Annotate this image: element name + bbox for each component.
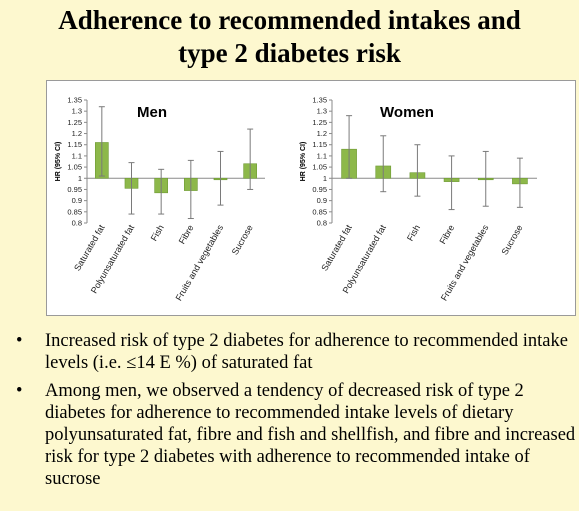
men-y-tick-label: 1.3 [72, 107, 82, 116]
women-y-tick-label: 1.35 [312, 96, 327, 105]
women-category-label-4: Fibre [437, 223, 456, 246]
men-y-tick-label: 0.9 [72, 196, 82, 205]
men-y-tick-label: 1.25 [67, 118, 82, 127]
bullet-dot-icon: • [16, 331, 23, 351]
men-y-tick-label: 1.1 [72, 151, 82, 160]
women-y-tick-label: 1.2 [317, 129, 327, 138]
men-y-tick-label: 1 [78, 174, 82, 183]
bullet-list: • Increased risk of type 2 diabetes for … [12, 330, 577, 496]
women-y-tick-label: 0.8 [317, 219, 327, 228]
bullet-text-2: Among men, we observed a tendency of dec… [45, 381, 576, 489]
men-y-tick-label: 0.95 [67, 185, 82, 194]
women-y-tick-label: 1.1 [317, 151, 327, 160]
women-y-tick-label: 1 [323, 174, 327, 183]
men-y-tick-label: 0.8 [72, 219, 82, 228]
men-category-label-3: Fish [149, 223, 166, 243]
men-y-tick-label: 1.2 [72, 129, 82, 138]
women-y-tick-label: 1.3 [317, 107, 327, 116]
women-y-tick-label: 1.05 [312, 163, 327, 172]
men-y-tick-label: 1.05 [67, 163, 82, 172]
bullet-item-2: • Among men, we observed a tendency of d… [12, 380, 577, 490]
women-category-label-6: Sucrose [499, 223, 524, 257]
chart-panel: Men HR (95% CI) 0.8 0.85 0.9 0.95 1 1.05 1.1 1.15… [46, 80, 576, 316]
men-y-tick-label: 1.15 [67, 140, 82, 149]
men-category-label-1: Saturated fat [72, 223, 107, 273]
women-y-axis-label: HR (95% CI) [300, 142, 307, 182]
women-category-label-1: Saturated fat [319, 223, 354, 273]
women-chart-title: Women [380, 104, 434, 121]
page-title: Adherence to recommended intakes and typ… [0, 4, 579, 70]
bullet-item-1: • Increased risk of type 2 diabetes for … [12, 330, 577, 374]
men-category-label-4: Fibre [177, 223, 196, 246]
women-y-tick-label: 1.25 [312, 118, 327, 127]
men-chart-title: Men [137, 104, 167, 121]
charts-svg: Men HR (95% CI) 0.8 0.85 0.9 0.95 1 1.05 1.1 1.15… [55, 96, 537, 303]
women-y-tick-label: 0.9 [317, 196, 327, 205]
men-y-tick-label: 1.35 [67, 96, 82, 105]
bullet-dot-icon: • [16, 381, 23, 401]
bullet-text-1: Increased risk of type 2 diabetes for ad… [45, 331, 568, 373]
women-y-tick-label: 1.15 [312, 140, 327, 149]
men-category-label-6: Sucrose [230, 223, 255, 257]
women-category-label-3: Fish [405, 223, 422, 243]
men-y-tick-label: 0.85 [67, 207, 82, 216]
title-line-1: Adherence to recommended intakes and [58, 5, 521, 35]
women-y-tick-label: 0.85 [312, 207, 327, 216]
women-y-tick-label: 0.95 [312, 185, 327, 194]
men-y-axis-label: HR (95% CI) [55, 142, 62, 182]
title-line-2: type 2 diabetes risk [178, 38, 401, 68]
